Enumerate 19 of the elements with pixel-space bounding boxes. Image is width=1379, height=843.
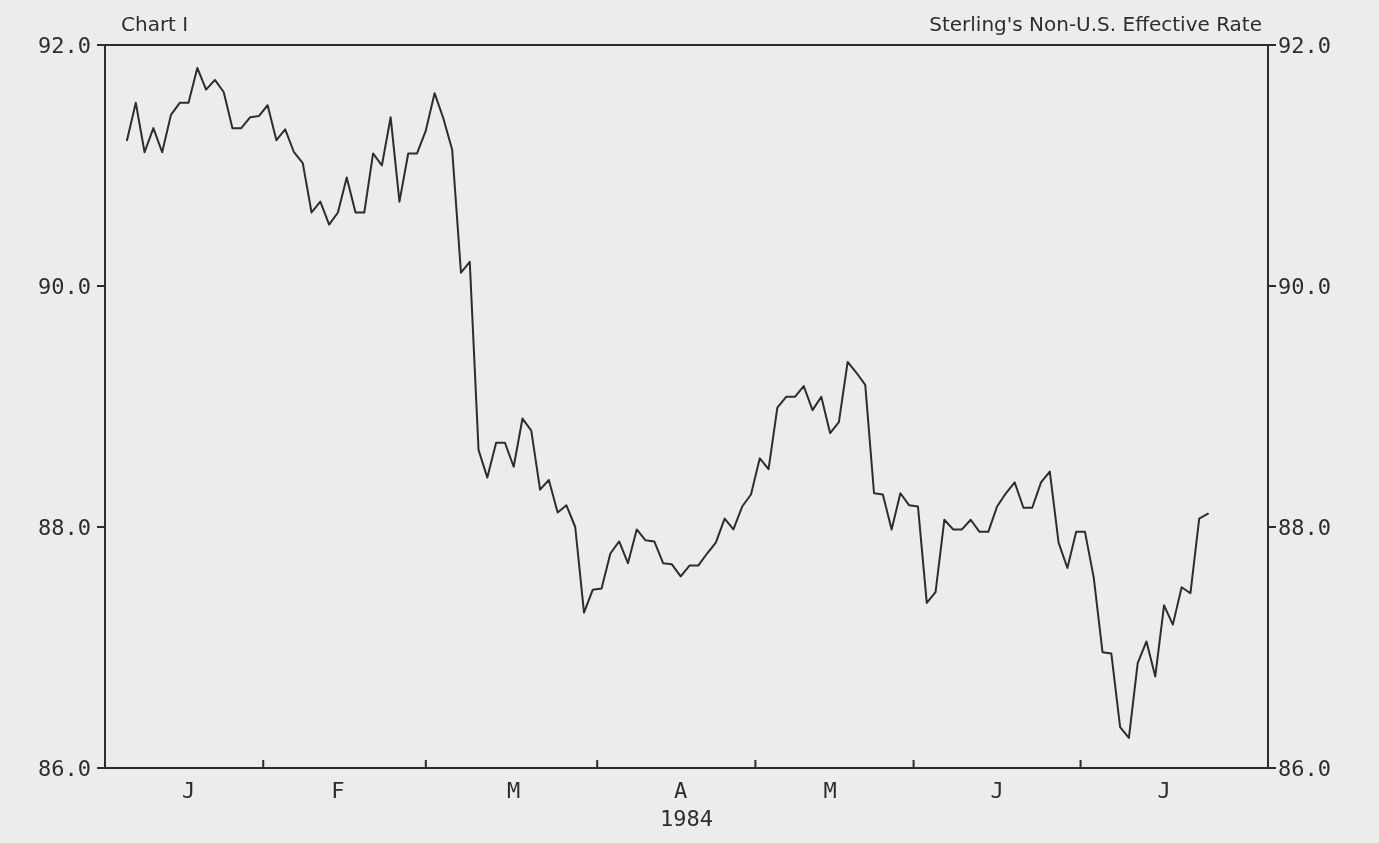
- y2-tick-label: 86.0: [1278, 755, 1331, 781]
- x-tick-label: M: [823, 778, 837, 803]
- y2-tick-label: 88.0: [1278, 514, 1331, 540]
- x-tick-label: J: [1157, 778, 1171, 803]
- y-tick-label: 90.0: [38, 273, 91, 299]
- x-tick-label: J: [990, 778, 1004, 803]
- chart-title: Sterling's Non-U.S. Effective Rate: [929, 12, 1262, 36]
- y-tick-label: 88.0: [38, 514, 91, 540]
- y-tick-label: 86.0: [38, 755, 91, 781]
- x-tick-label: M: [507, 778, 521, 803]
- x-tick-label: J: [181, 778, 196, 803]
- y2-tick-label: 92.0: [1278, 32, 1331, 58]
- x-axis-title: 1984: [660, 806, 713, 831]
- line-series: [126, 66, 1209, 739]
- y2-tick-label: 90.0: [1278, 273, 1331, 299]
- x-tick-label: A: [674, 778, 688, 803]
- x-tick-label: F: [331, 778, 345, 803]
- y-tick-label: 92.0: [38, 32, 91, 58]
- text: Chart I: [121, 12, 189, 36]
